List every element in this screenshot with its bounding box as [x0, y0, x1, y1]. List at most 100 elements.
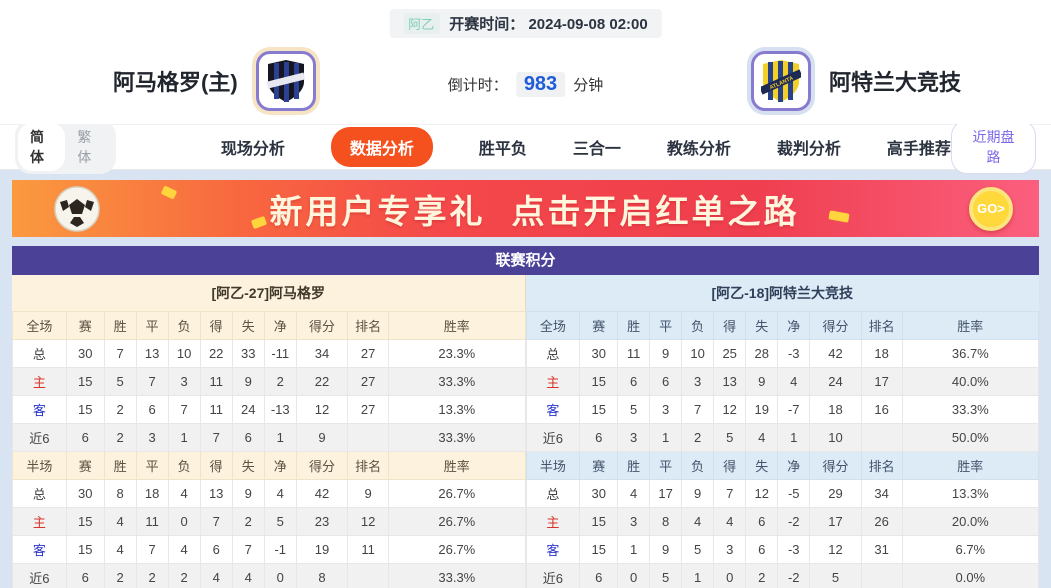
stat-cell: 10: [167, 339, 201, 368]
stat-cell: 6: [648, 367, 683, 396]
stat-cell: 6.7%: [901, 535, 1040, 564]
lang-option[interactable]: 繁体: [77, 129, 92, 165]
stat-cell: 29: [809, 479, 862, 508]
stat-cell: 9: [231, 479, 265, 508]
away-section-title: [阿乙-18]阿特兰大竞技: [525, 275, 1039, 311]
stat-cell: 5: [648, 563, 683, 588]
stat-cell: 得分: [809, 311, 862, 340]
stat-cell: 17: [809, 507, 862, 536]
stat-cell: 11: [199, 367, 233, 396]
nav-tab[interactable]: 教练分析: [666, 141, 731, 158]
row-label: 客: [525, 535, 581, 564]
stat-cell: 30: [65, 339, 105, 368]
stat-cell: 34: [295, 339, 349, 368]
stat-cell: 24: [231, 395, 265, 424]
nav-tab[interactable]: 三合一: [572, 141, 621, 158]
stat-cell: -1: [263, 535, 297, 564]
table-row: 客 15 4 7 4 6 7 -1 19 11 26.7%: [12, 535, 526, 564]
stat-cell: -13: [263, 395, 297, 424]
away-team-name: 阿特兰大竞技: [828, 70, 961, 95]
lang-option[interactable]: 简体: [18, 123, 66, 171]
stat-cell: 净: [263, 311, 297, 340]
stats-header-row: 全场赛胜平负得失净得分 排名 胜率: [12, 311, 526, 340]
stat-cell: 得: [199, 451, 233, 480]
row-label: 客: [12, 535, 67, 564]
promo-text-1: 新用户专享礼: [269, 192, 486, 230]
stat-cell: 15: [65, 507, 105, 536]
nav-tab[interactable]: 数据分析: [330, 127, 433, 167]
stat-cell: 7: [135, 535, 169, 564]
home-standings: [阿乙-27]阿马格罗 全场赛胜平负得失净得分 排名 胜率总 30 7 13 10 22 33-…: [12, 275, 526, 588]
stat-cell: 赛: [579, 311, 619, 340]
table-row: 近6 6 2 2 2 4 4 0 8 33.3%: [12, 563, 526, 588]
row-label: 总: [525, 339, 581, 368]
stat-cell: 26.7%: [388, 507, 526, 536]
league-standings-table: 联赛积分 [阿乙-27]阿马格罗 全场赛胜平负得失净得分 排名 胜率总 30 7 13 10…: [12, 246, 1040, 588]
stat-cell: 5: [617, 395, 650, 424]
home-stats-table: 全场赛胜平负得失净得分 排名 胜率总 30 7 13 10 22 33 -11 34 27 23.3% 主…: [12, 311, 526, 588]
stat-cell: -3: [777, 535, 811, 564]
stat-cell: 7: [199, 423, 233, 452]
stat-cell: 10: [681, 339, 715, 368]
row-label: 半场: [12, 451, 67, 480]
stat-cell: 5: [263, 507, 297, 536]
row-label: 近6: [12, 423, 67, 452]
nav-tab[interactable]: 裁判分析: [776, 141, 841, 158]
stat-cell: 3: [713, 535, 747, 564]
nav-tab[interactable]: 高手推荐: [886, 141, 951, 158]
table-row: 总 30 8 18 4 13 9 4 42 9 26.7%: [12, 479, 526, 508]
stat-cell: 1: [167, 423, 201, 452]
stat-cell: 26.7%: [388, 479, 526, 508]
stat-cell: 9: [347, 479, 390, 508]
stat-cell: 负: [167, 311, 201, 340]
stat-cell: 4: [103, 535, 137, 564]
stat-cell: 9: [648, 339, 683, 368]
stat-cell: 胜率: [901, 451, 1040, 480]
stat-cell: [347, 563, 390, 588]
stat-cell: -7: [777, 395, 811, 424]
stat-cell: 1: [648, 423, 683, 452]
table-row: 客 15 2 6 7 11 24 -13 12 27 13.3%: [12, 395, 526, 424]
stat-cell: 胜率: [901, 311, 1040, 340]
stat-cell: 4: [103, 507, 137, 536]
stat-cell: 胜: [103, 451, 137, 480]
stat-cell: 3: [648, 395, 683, 424]
stat-cell: 得: [713, 311, 747, 340]
table-row: 近6 6 2 3 1 7 6 1 9 33.3%: [12, 423, 526, 452]
row-label: 近6: [525, 563, 581, 588]
stat-cell: 33.3%: [388, 563, 526, 588]
stat-cell: 17: [860, 367, 903, 396]
stat-cell: 2: [103, 423, 137, 452]
stat-cell: 13: [135, 339, 169, 368]
stat-cell: 33.3%: [388, 367, 526, 396]
stat-cell: 得: [199, 311, 233, 340]
content-area: 新用户专享礼 点击开启红单之路 GO> 联赛积分 [阿乙-27]阿马格罗 全场赛胜…: [0, 170, 1051, 588]
recent-odds-button[interactable]: 近期盘路: [950, 120, 1036, 174]
stat-cell: 8: [103, 479, 137, 508]
stat-cell: -2: [777, 507, 811, 536]
stat-cell: 4: [713, 507, 747, 536]
league-tag-badge: 阿乙: [403, 13, 440, 34]
nav-tab[interactable]: 现场分析: [220, 141, 285, 158]
table-row: 近6 6 3 1 2 5 4 1 10 50.0%: [525, 423, 1040, 452]
stat-cell: 平: [135, 311, 169, 340]
stat-cell: 4: [617, 479, 650, 508]
row-label: 全场: [525, 311, 581, 340]
stat-cell: 33: [231, 339, 265, 368]
stat-cell: 0.0%: [901, 563, 1040, 588]
go-button[interactable]: GO>: [969, 186, 1013, 231]
stat-cell: 24: [809, 367, 862, 396]
countdown-value: 983: [515, 72, 566, 97]
away-team: ATLANTA 阿特兰大竞技: [750, 46, 961, 116]
stat-cell: 23.3%: [388, 339, 526, 368]
stat-cell: 4: [681, 507, 715, 536]
stat-cell: 22: [199, 339, 233, 368]
stat-cell: 6: [579, 423, 619, 452]
stat-cell: 9: [745, 367, 779, 396]
nav-tab[interactable]: 胜平负: [478, 141, 527, 158]
countdown: 倒计时： 983 分钟: [448, 72, 603, 97]
table-row: 主 15 5 7 3 11 9 2 22 27 33.3%: [12, 367, 526, 396]
table-row: 主 15 4 11 0 7 2 5 23 12 26.7%: [12, 507, 526, 536]
promo-banner[interactable]: 新用户专享礼 点击开启红单之路 GO>: [12, 180, 1039, 237]
stat-cell: 5: [681, 535, 715, 564]
